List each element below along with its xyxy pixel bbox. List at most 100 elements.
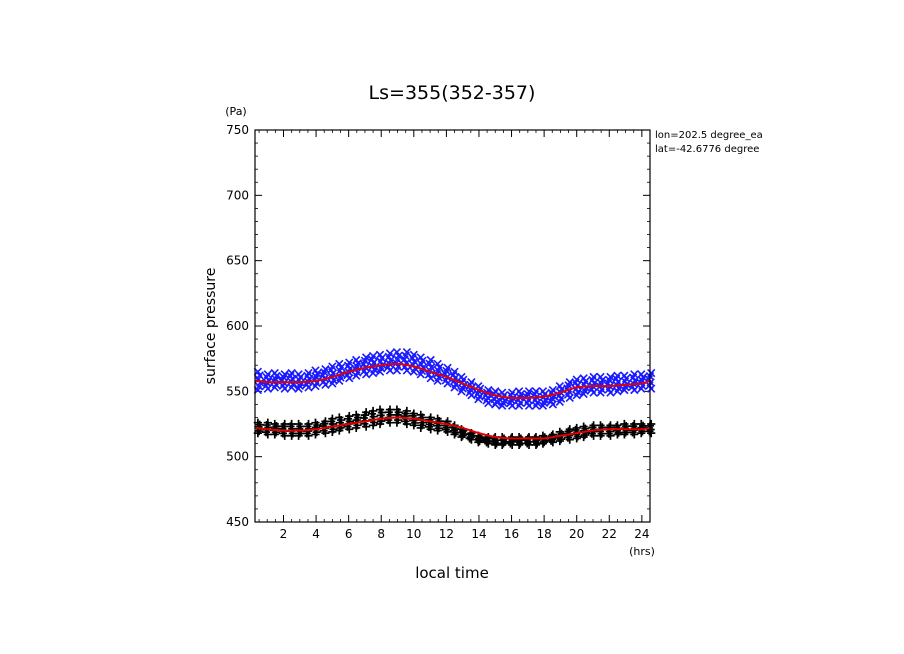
data-point-x-marker <box>531 387 541 396</box>
data-point-x-marker <box>498 388 507 397</box>
data-point-plus-marker <box>514 432 524 442</box>
x-tick-label: 24 <box>634 527 649 541</box>
data-point-plus-marker <box>426 413 435 422</box>
data-point-plus-marker <box>508 432 517 442</box>
x-tick-label: 16 <box>504 527 519 541</box>
data-point-plus-marker <box>385 405 395 414</box>
data-point-x-marker <box>579 374 588 383</box>
data-point-plus-marker <box>524 432 534 442</box>
y-unit-label: (Pa) <box>225 105 246 118</box>
x-tick-label: 10 <box>406 527 421 541</box>
data-point-x-marker <box>507 388 517 397</box>
data-point-x-marker <box>426 355 435 365</box>
data-point-plus-marker <box>613 421 622 430</box>
data-point-plus-marker <box>433 414 442 423</box>
y-axis-label: surface pressure <box>203 268 219 385</box>
y-tick-label: 700 <box>226 188 249 202</box>
data-point-plus-marker <box>579 422 588 431</box>
data-point-plus-marker <box>270 419 279 429</box>
data-point-x-marker <box>637 370 646 379</box>
data-point-plus-marker <box>409 409 418 418</box>
data-point-x-marker <box>409 350 418 359</box>
data-point-x-marker <box>620 371 629 380</box>
x-tick-label: 8 <box>377 527 385 541</box>
data-point-plus-marker <box>368 406 378 416</box>
data-point-plus-marker <box>280 419 289 429</box>
data-point-x-marker <box>606 372 615 382</box>
data-point-x-marker <box>385 349 395 358</box>
data-point-plus-marker <box>416 410 425 419</box>
data-point-plus-marker <box>555 427 564 436</box>
x-tick-label: 12 <box>439 527 454 541</box>
y-tick-label: 750 <box>226 123 249 137</box>
data-point-plus-marker <box>294 419 303 429</box>
x-tick-label: 22 <box>602 527 617 541</box>
data-point-plus-marker <box>596 421 605 430</box>
annotation-lat: lat=-42.6776 degree <box>655 144 759 155</box>
data-point-plus-marker <box>572 423 581 433</box>
y-tick-label: 450 <box>226 515 249 529</box>
data-point-x-marker <box>352 355 361 365</box>
chart-title: Ls=355(352-357) <box>369 82 536 104</box>
data-point-x-marker <box>457 372 466 382</box>
data-point-x-marker <box>572 375 581 384</box>
data-point-x-marker <box>375 350 385 359</box>
data-point-x-marker <box>589 372 598 382</box>
fit-line <box>254 416 651 440</box>
annotation-lon: lon=202.5 degree_ea <box>655 130 763 141</box>
data-point-x-marker <box>538 387 548 396</box>
data-point-plus-marker <box>531 432 541 442</box>
data-point-plus-marker <box>606 421 615 430</box>
data-point-x-marker <box>335 359 344 369</box>
plot-frame <box>254 129 651 523</box>
data-point-x-marker <box>450 367 459 376</box>
data-point-x-marker <box>263 370 272 379</box>
data-point-plus-marker <box>345 412 354 421</box>
data-point-x-marker <box>514 387 524 396</box>
x-tick-label: 2 <box>280 527 288 541</box>
data-point-x-marker <box>613 371 622 380</box>
y-tick-label: 550 <box>226 384 249 398</box>
data-point-plus-marker <box>466 430 475 439</box>
data-point-plus-marker <box>287 419 296 429</box>
data-point-x-marker <box>467 378 476 387</box>
data-point-plus-marker <box>352 410 361 419</box>
data-point-plus-marker <box>328 414 337 423</box>
data-point-plus-marker <box>362 408 371 417</box>
data-point-plus-marker <box>620 419 629 429</box>
data-point-x-marker <box>596 372 605 382</box>
data-point-x-marker <box>361 353 371 362</box>
data-point-x-marker <box>345 358 354 367</box>
data-point-plus-marker <box>402 406 411 416</box>
data-point-x-marker <box>416 353 425 362</box>
x-axis-label: local time <box>415 564 489 582</box>
y-tick-label: 600 <box>226 319 249 333</box>
data-point-x-marker <box>647 368 656 378</box>
data-point-x-marker <box>270 368 279 378</box>
data-point-x-marker <box>287 368 296 378</box>
x-unit-label: (hrs) <box>629 545 655 558</box>
data-point-x-marker <box>524 387 534 396</box>
data-point-x-marker <box>328 362 337 371</box>
data-point-plus-marker <box>375 405 385 414</box>
data-point-x-marker <box>433 359 442 369</box>
data-point-x-marker <box>555 381 564 391</box>
data-point-plus-marker <box>263 418 272 427</box>
y-tick-label: 500 <box>226 450 249 464</box>
data-point-x-marker <box>280 370 289 379</box>
data-point-x-marker <box>368 351 378 361</box>
x-tick-label: 14 <box>471 527 486 541</box>
data-point-x-marker <box>294 370 303 379</box>
data-point-x-marker <box>392 347 402 357</box>
x-tick-label: 6 <box>345 527 353 541</box>
data-point-plus-marker <box>630 419 639 429</box>
y-tick-label: 650 <box>226 254 249 268</box>
x-tick-label: 20 <box>569 527 584 541</box>
data-point-x-marker <box>304 368 313 378</box>
data-point-plus-marker <box>647 419 656 429</box>
data-point-plus-marker <box>392 405 402 414</box>
fit-line <box>254 362 651 400</box>
x-tick-label: 4 <box>312 527 320 541</box>
